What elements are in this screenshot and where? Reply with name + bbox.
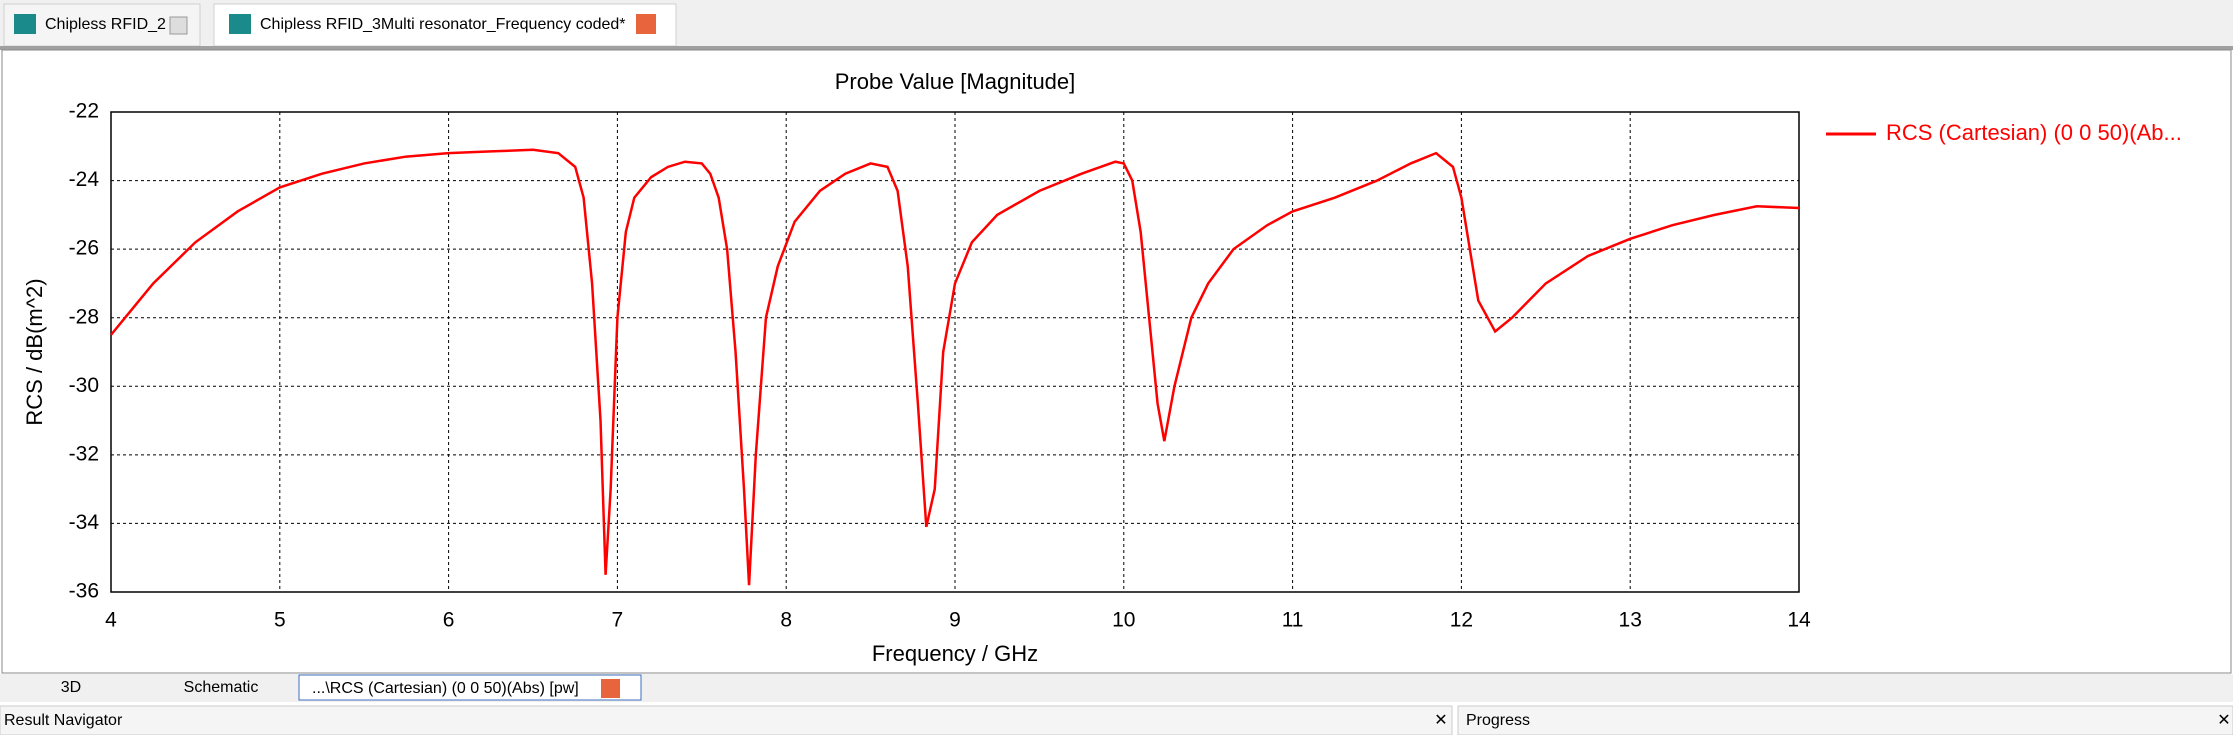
- panel-header: [0, 705, 1453, 736]
- tab-close[interactable]: [169, 16, 188, 35]
- panel-close[interactable]: ✕: [1434, 712, 1447, 729]
- x-tick-label: 8: [780, 609, 792, 632]
- separator: [0, 46, 2233, 50]
- tab-close[interactable]: [601, 679, 620, 698]
- data-line: [110, 148, 1800, 586]
- chart: Probe Value [Magnitude] Frequency / GHz RC…: [22, 69, 2182, 666]
- x-tick-label: 4: [105, 609, 117, 632]
- x-tick-label: 7: [612, 609, 624, 632]
- y-axis-label: RCS / dB(m^2): [22, 278, 47, 425]
- chart-title: Probe Value [Magnitude]: [835, 69, 1076, 94]
- y-tick-label: -34: [69, 511, 100, 534]
- x-tick-label: 14: [1787, 609, 1811, 632]
- x-tick-label: 12: [1450, 609, 1473, 632]
- x-axis-label: Frequency / GHz: [872, 641, 1038, 666]
- y-tick-label: -22: [69, 100, 99, 123]
- y-tick-label: -24: [69, 168, 100, 191]
- tab-close[interactable]: [636, 14, 656, 34]
- x-tick-label: 11: [1282, 609, 1304, 632]
- tab[interactable]: [3, 3, 201, 47]
- tab-label: Chipless RFID_3Multi resonator_Frequency…: [260, 16, 626, 33]
- panel-title: Progress: [1466, 712, 1530, 729]
- x-tick-label: 13: [1619, 609, 1642, 632]
- tab-active[interactable]: [213, 3, 677, 47]
- x-tick-label: 5: [274, 609, 286, 632]
- tab-label: Chipless RFID_2: [45, 16, 166, 33]
- y-tick-label: -28: [69, 305, 99, 328]
- legend-label: RCS (Cartesian) (0 0 50)(Ab...: [1886, 120, 2182, 145]
- plot-frame: [110, 111, 1800, 593]
- x-tick-label: 10: [1112, 609, 1135, 632]
- tab-icon: [229, 14, 251, 34]
- panel-title: Result Navigator: [4, 712, 123, 729]
- bottom-tab[interactable]: Schematic: [184, 679, 259, 696]
- bottom-tab[interactable]: ...\RCS (Cartesian) (0 0 50)(Abs) [pw]: [312, 680, 579, 697]
- x-tick-label: 9: [949, 609, 961, 632]
- y-tick-label: -32: [69, 442, 99, 465]
- x-tick-label: 6: [443, 609, 455, 632]
- plot-window: [1, 49, 2232, 674]
- y-tick-label: -26: [69, 237, 99, 260]
- y-tick-label: -36: [69, 580, 99, 603]
- panel-close[interactable]: ✕: [2217, 712, 2230, 729]
- panel-header: [1457, 705, 2233, 736]
- tab-icon: [14, 14, 36, 34]
- y-tick-label: -30: [69, 374, 99, 397]
- bottom-tab-active[interactable]: [298, 674, 642, 701]
- bottom-tab[interactable]: 3D: [61, 679, 81, 696]
